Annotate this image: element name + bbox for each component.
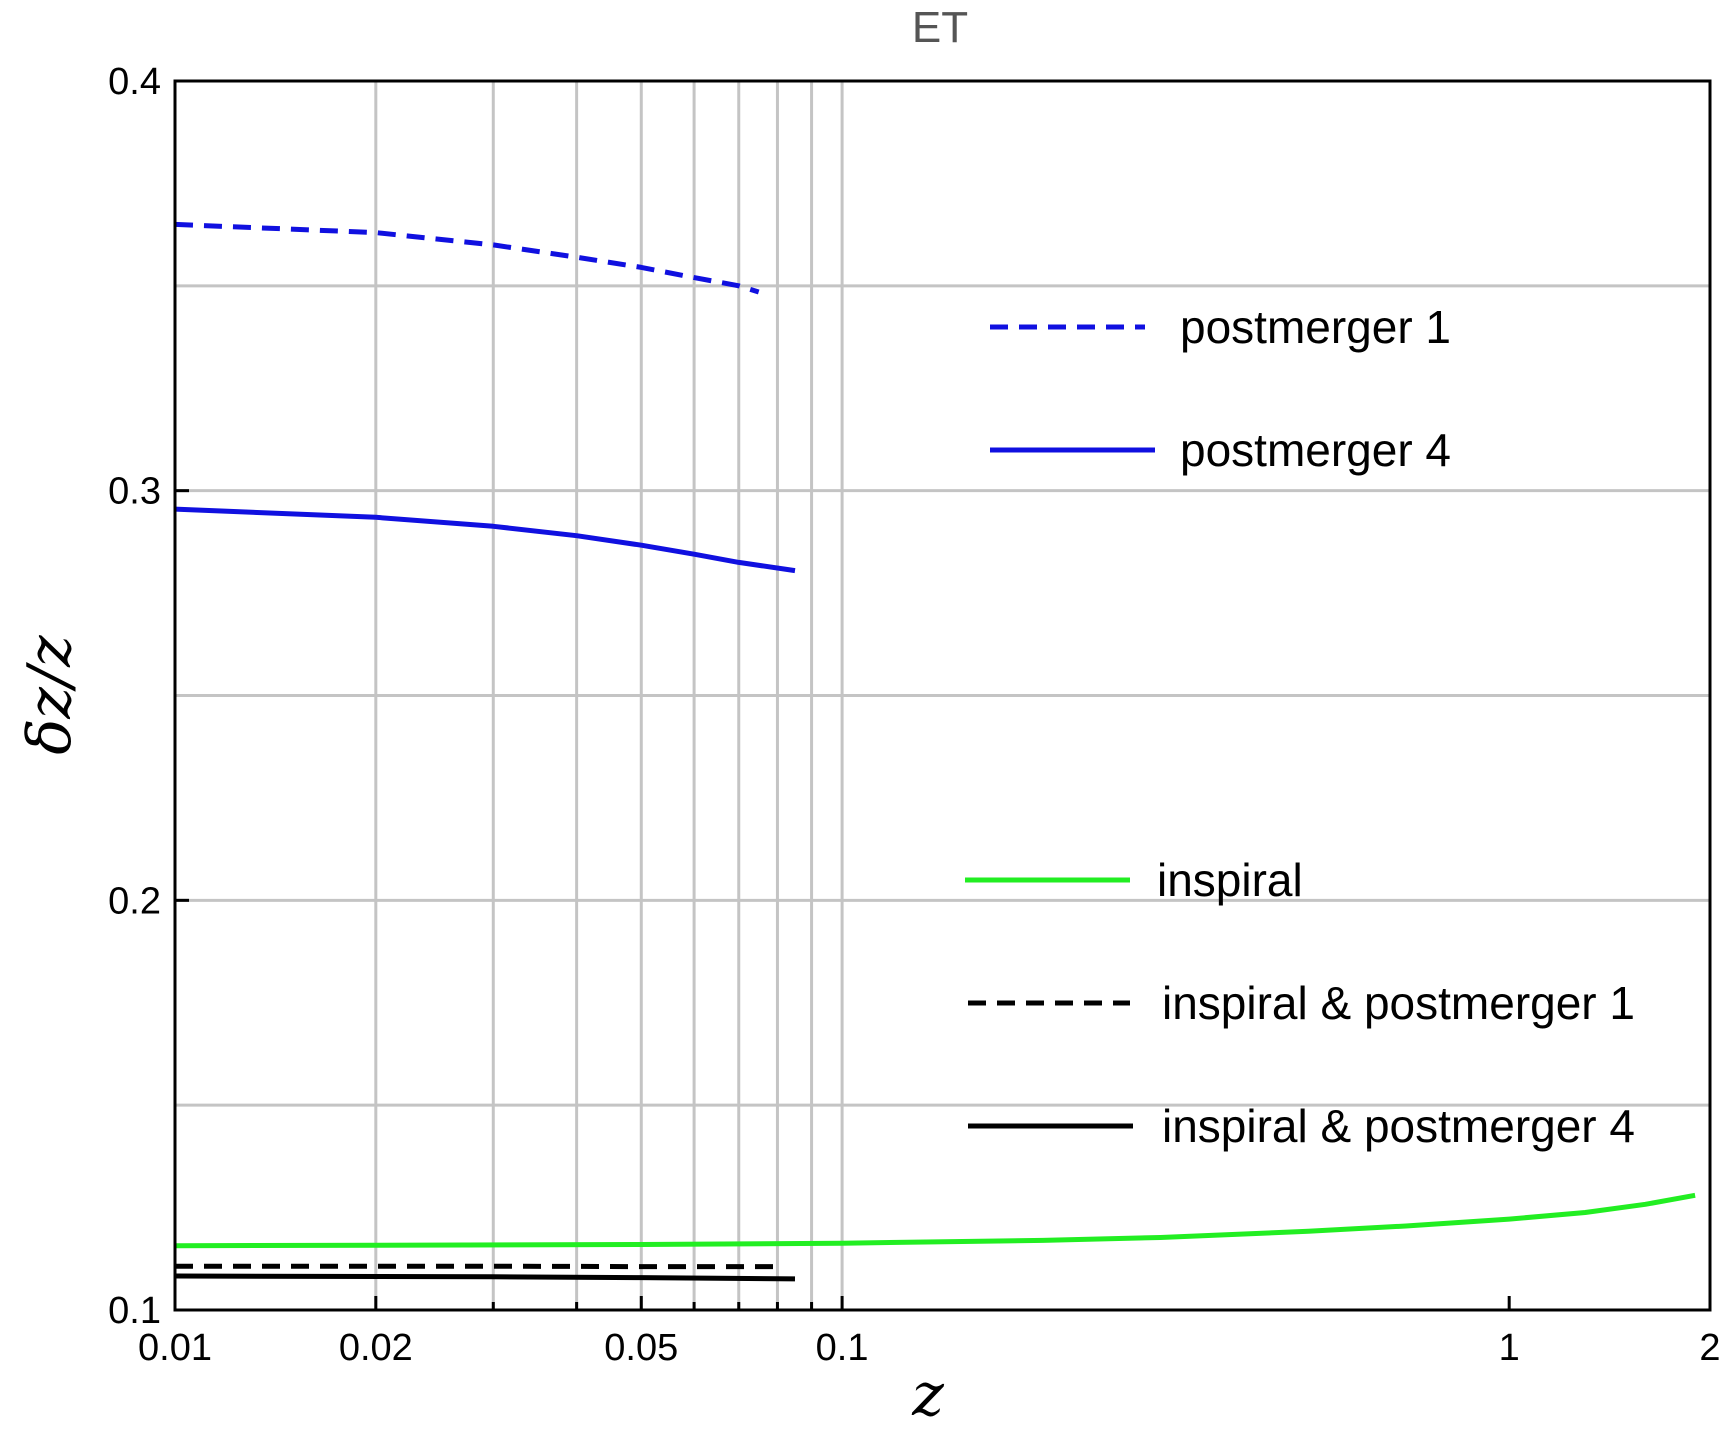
legend-label: postmerger 1 bbox=[1180, 301, 1451, 353]
y-tick-label: 0.1 bbox=[108, 1290, 161, 1332]
y-tick-label: 0.2 bbox=[108, 880, 161, 922]
x-tick-label: 0.05 bbox=[604, 1327, 678, 1369]
legend-label: inspiral bbox=[1157, 854, 1303, 906]
chart-title: ET bbox=[912, 3, 968, 52]
legend-label: inspiral & postmerger 1 bbox=[1162, 977, 1635, 1029]
x-axis-label: z bbox=[911, 1360, 944, 1424]
x-tick-label: 2 bbox=[1699, 1327, 1720, 1369]
y-tick-label: 0.4 bbox=[108, 61, 161, 103]
legend-label: postmerger 4 bbox=[1180, 424, 1451, 476]
x-tick-label: 1 bbox=[1499, 1327, 1520, 1369]
legend-label: inspiral & postmerger 4 bbox=[1162, 1100, 1635, 1152]
series-line-inspiral-and-postmerger-4 bbox=[175, 1276, 795, 1279]
x-tick-label: 0.01 bbox=[138, 1327, 212, 1369]
x-tick-label: 0.1 bbox=[816, 1327, 869, 1369]
y-tick-label: 0.3 bbox=[108, 471, 161, 513]
y-axis-label: δz/z bbox=[15, 635, 85, 755]
x-tick-label: 0.02 bbox=[339, 1327, 413, 1369]
